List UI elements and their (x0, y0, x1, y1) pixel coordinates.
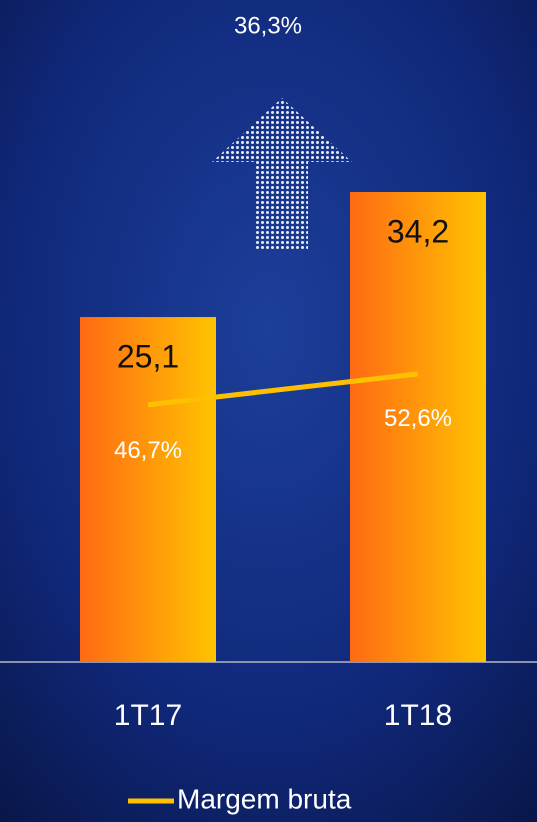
bar-value-label: 25,1 (117, 339, 179, 375)
legend-label: Margem bruta (177, 783, 352, 814)
bar (350, 192, 486, 662)
line-value-label: 46,7% (114, 437, 182, 464)
arrow-icon (212, 98, 352, 250)
annotation: 36,3% (234, 12, 302, 39)
x-tick-label: 1T17 (114, 699, 182, 732)
line-value-label: 52,6% (384, 405, 452, 432)
line (147, 371, 419, 408)
bar-value-label: 34,2 (387, 213, 449, 249)
x-tick-label: 1T18 (384, 699, 452, 732)
bar (80, 317, 216, 662)
